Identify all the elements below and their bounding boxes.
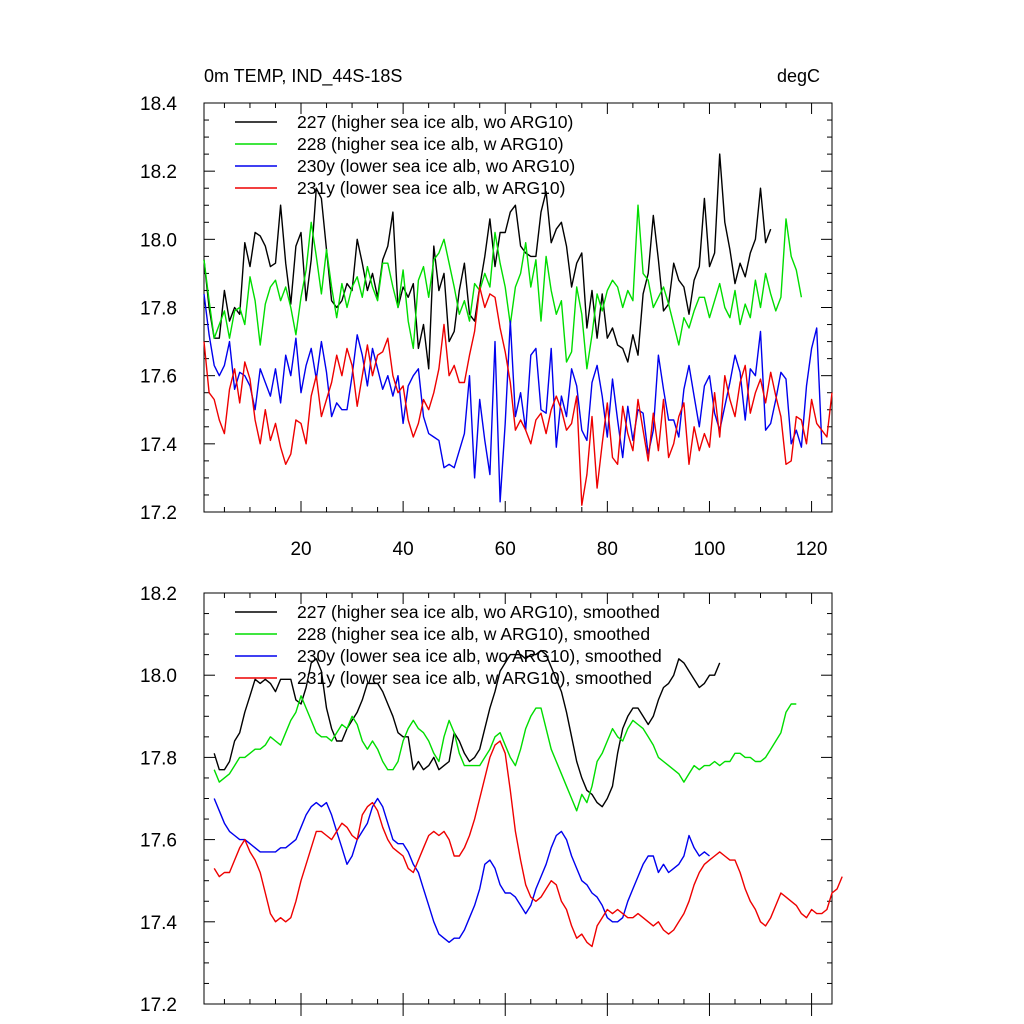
panel-1-units: degC: [777, 66, 820, 86]
legend-label: 230y (lower sea ice alb, wo ARG10): [297, 156, 575, 176]
x-tick-label: 80: [597, 539, 618, 560]
y-tick-label: 18.2: [140, 162, 177, 183]
panel-1-title: 0m TEMP, IND_44S-18S: [204, 66, 402, 87]
legend-label: 230y (lower sea ice alb, wo ARG10), smoo…: [297, 646, 662, 666]
series-line-0-0: [203, 153, 772, 370]
panel-top: 17.2 17.4 17.6 17.8 18.0 18.2 18.4 20 40 60 80 100 1…: [140, 94, 833, 560]
series-line-0-1: [203, 204, 803, 370]
legend-label: 228 (higher sea ice alb, w ARG10): [297, 134, 564, 154]
series-line-1-1: [213, 695, 797, 812]
y-tick-label: 17.4: [140, 913, 177, 934]
y-tick-label: 18.2: [140, 584, 177, 605]
y-tick-label: 17.8: [140, 748, 177, 769]
y-tick-label: 17.4: [140, 435, 177, 456]
y-tick-label: 18.0: [140, 230, 177, 251]
series-line-1-3: [213, 740, 843, 948]
y-tick-label: 17.6: [140, 367, 177, 388]
x-tick-label: 100: [694, 539, 726, 560]
x-tick-label: 20: [290, 539, 311, 560]
legend-label: 228 (higher sea ice alb, w ARG10), smoot…: [297, 624, 650, 644]
legend-label: 227 (higher sea ice alb, wo ARG10): [297, 112, 573, 132]
x-tick-label: 60: [495, 539, 516, 560]
legend-label: 227 (higher sea ice alb, wo ARG10), smoo…: [297, 602, 660, 622]
series-line-0-3: [203, 286, 833, 506]
legend-label: 231y (lower sea ice alb, w ARG10): [297, 178, 565, 198]
x-tick-label: 120: [796, 539, 828, 560]
x-tick-label: 40: [393, 539, 414, 560]
legend-label: 231y (lower sea ice alb, w ARG10), smoot…: [297, 668, 652, 688]
y-tick-label: 17.8: [140, 299, 177, 320]
y-tick-label: 17.6: [140, 831, 177, 852]
y-tick-label: 18.0: [140, 666, 177, 687]
panel-bottom: 17.2 17.4 17.6 17.8 18.0 18.2 227 (higher sea …: [140, 584, 843, 1016]
series-line-1-2: [213, 797, 710, 943]
y-tick-label: 17.2: [140, 995, 177, 1016]
y-tick-label: 18.4: [140, 94, 177, 115]
y-tick-label: 17.2: [140, 503, 177, 524]
